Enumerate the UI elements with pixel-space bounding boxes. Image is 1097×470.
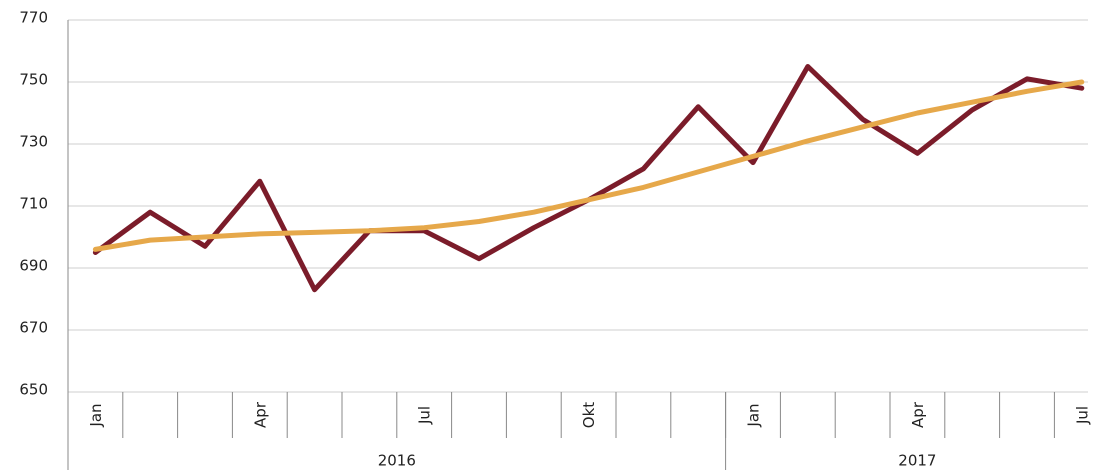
x-tick-label: Apr xyxy=(251,401,269,428)
x-tick-label: Jan xyxy=(87,403,105,427)
x-group-label: 2017 xyxy=(898,452,936,470)
y-tick-label: 710 xyxy=(19,195,48,213)
data-line xyxy=(92,64,1085,293)
x-tick-label: Apr xyxy=(909,401,927,428)
y-tick-label: 730 xyxy=(19,133,48,151)
y-tick-label: 650 xyxy=(19,381,48,399)
y-tick-label: 670 xyxy=(19,319,48,337)
x-tick-label: Jul xyxy=(416,406,434,425)
y-tick-label: 750 xyxy=(19,71,48,89)
y-tick-label: 770 xyxy=(19,9,48,27)
x-tick-label: Jul xyxy=(1073,406,1091,425)
data-line xyxy=(92,79,1085,252)
x-tick-label: Jan xyxy=(745,403,763,427)
x-group-label: 2016 xyxy=(378,452,416,470)
y-tick-label: 690 xyxy=(19,257,48,275)
x-tick-label: Okt xyxy=(580,402,598,428)
